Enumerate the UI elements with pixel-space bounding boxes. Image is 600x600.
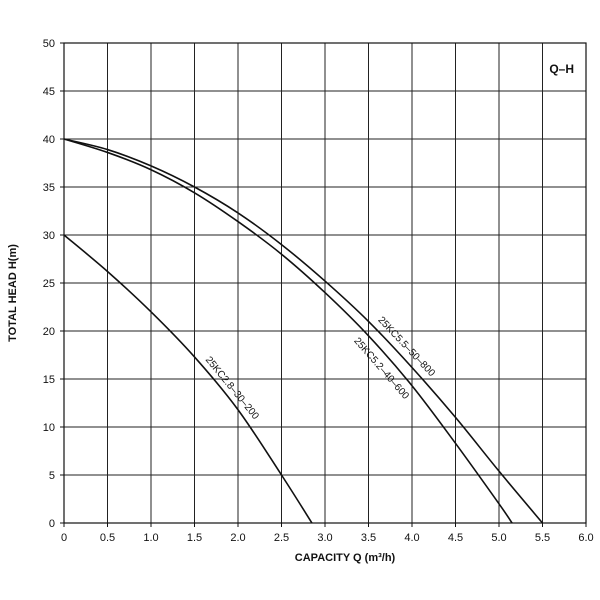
y-tick-label: 15	[43, 374, 55, 386]
x-tick-label: 5.5	[535, 532, 550, 544]
x-tick-label: 2.0	[230, 532, 245, 544]
x-axis-title: CAPACITY Q (m³/h)	[295, 552, 396, 564]
x-tick-label: 5.0	[491, 532, 506, 544]
y-tick-label: 0	[49, 518, 55, 530]
y-tick-label: 5	[49, 470, 55, 482]
curves	[63, 138, 544, 524]
y-axis-title: TOTAL HEAD H(m)	[7, 244, 19, 342]
x-tick-label: 1.0	[143, 532, 158, 544]
y-tick-label: 20	[43, 326, 55, 338]
x-tick-label: 1.5	[187, 532, 202, 544]
y-tick-label: 40	[43, 134, 55, 146]
curve-25KC5.2-40-600	[63, 138, 513, 524]
x-axis-ticks: 0 0.5 1.0 1.5 2.0 2.5 3.0 3.5 4.0 4.5 5.0 5.5 6.0	[61, 523, 594, 544]
curve-label-25KC2.8-30-200: 25KC2.8–30–200	[203, 355, 261, 422]
y-tick-label: 25	[43, 278, 55, 290]
grid	[64, 43, 586, 523]
x-tick-label: 0	[61, 532, 67, 544]
y-tick-label: 45	[43, 86, 55, 98]
curve-25KC5.5-50-800	[63, 138, 544, 524]
x-tick-label: 4.0	[404, 532, 419, 544]
y-tick-label: 30	[43, 230, 55, 242]
y-tick-label: 50	[43, 38, 55, 50]
x-tick-label: 2.5	[274, 532, 289, 544]
x-tick-label: 3.5	[361, 532, 376, 544]
chart-title-legend: Q–H	[549, 62, 574, 76]
y-axis-ticks: 0 5 10 15 20 25 30 35 40 45 50	[43, 38, 64, 530]
x-tick-label: 6.0	[578, 532, 593, 544]
x-tick-label: 3.0	[317, 532, 332, 544]
x-tick-label: 0.5	[100, 532, 115, 544]
curve-25KC2.8-30-200	[63, 234, 313, 524]
y-tick-label: 10	[43, 422, 55, 434]
x-tick-label: 4.5	[448, 532, 463, 544]
y-tick-label: 35	[43, 182, 55, 194]
